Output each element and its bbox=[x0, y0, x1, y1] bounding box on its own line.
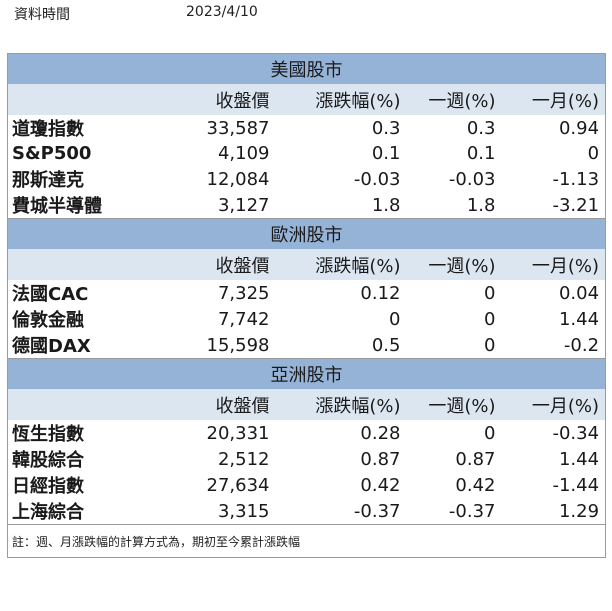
column-header-row: 收盤價 漲跌幅(%) 一週(%) 一月(%) bbox=[7, 84, 606, 115]
close-price: 15,598 bbox=[165, 332, 276, 359]
region-title: 歐洲股市 bbox=[7, 218, 606, 249]
week-pct: 1.8 bbox=[406, 192, 502, 219]
footnote-row: 註：週、月漲跌幅的計算方式為，期初至今累計漲跌幅 bbox=[7, 524, 606, 558]
week-pct: 0.42 bbox=[406, 472, 502, 498]
index-name: 費城半導體 bbox=[7, 192, 166, 219]
close-price: 20,331 bbox=[165, 420, 276, 446]
index-name: 韓股綜合 bbox=[7, 446, 166, 472]
col-header-name bbox=[7, 249, 166, 280]
table-row: 日經指數 27,634 0.42 0.42 -1.44 bbox=[7, 472, 606, 498]
week-pct: 0 bbox=[406, 420, 502, 446]
month-pct: -1.13 bbox=[501, 166, 606, 192]
week-pct: 0 bbox=[406, 280, 502, 306]
col-header-change: 漲跌幅(%) bbox=[275, 389, 407, 420]
col-header-week: 一週(%) bbox=[406, 249, 502, 280]
week-pct: 0.1 bbox=[406, 141, 502, 166]
change-pct: -0.03 bbox=[275, 166, 407, 192]
footnote: 註：週、月漲跌幅的計算方式為，期初至今累計漲跌幅 bbox=[7, 524, 606, 558]
close-price: 2,512 bbox=[165, 446, 276, 472]
data-date-value: 2023/4/10 bbox=[186, 4, 258, 20]
table-row: S&P500 4,109 0.1 0.1 0 bbox=[7, 141, 606, 166]
col-header-month: 一月(%) bbox=[501, 84, 606, 115]
table-row: 費城半導體 3,127 1.8 1.8 -3.21 bbox=[7, 192, 606, 219]
index-name: 倫敦金融 bbox=[7, 306, 166, 332]
month-pct: 0.04 bbox=[501, 280, 606, 306]
region-title: 亞洲股市 bbox=[7, 358, 606, 389]
index-name: 日經指數 bbox=[7, 472, 166, 498]
month-pct: 0.94 bbox=[501, 115, 606, 141]
index-name: 德國DAX bbox=[7, 332, 166, 359]
close-price: 12,084 bbox=[165, 166, 276, 192]
change-pct: 0.42 bbox=[275, 472, 407, 498]
close-price: 3,315 bbox=[165, 498, 276, 525]
change-pct: -0.37 bbox=[275, 498, 407, 525]
table-row: 那斯達克 12,084 -0.03 -0.03 -1.13 bbox=[7, 166, 606, 192]
change-pct: 0.5 bbox=[275, 332, 407, 359]
col-header-month: 一月(%) bbox=[501, 249, 606, 280]
month-pct: -0.34 bbox=[501, 420, 606, 446]
col-header-name bbox=[7, 389, 166, 420]
change-pct: 0.1 bbox=[275, 141, 407, 166]
change-pct: 0.28 bbox=[275, 420, 407, 446]
index-name: S&P500 bbox=[7, 141, 166, 166]
col-header-name bbox=[7, 84, 166, 115]
col-header-month: 一月(%) bbox=[501, 389, 606, 420]
month-pct: -3.21 bbox=[501, 192, 606, 219]
week-pct: -0.03 bbox=[406, 166, 502, 192]
column-header-row: 收盤價 漲跌幅(%) 一週(%) 一月(%) bbox=[7, 389, 606, 420]
week-pct: 0.3 bbox=[406, 115, 502, 141]
month-pct: 0 bbox=[501, 141, 606, 166]
col-header-close: 收盤價 bbox=[165, 84, 276, 115]
col-header-week: 一週(%) bbox=[406, 84, 502, 115]
table-row: 法國CAC 7,325 0.12 0 0.04 bbox=[7, 280, 606, 306]
close-price: 3,127 bbox=[165, 192, 276, 219]
week-pct: 0.87 bbox=[406, 446, 502, 472]
change-pct: 0.3 bbox=[275, 115, 407, 141]
table-row: 德國DAX 15,598 0.5 0 -0.2 bbox=[7, 332, 606, 359]
column-header-row: 收盤價 漲跌幅(%) 一週(%) 一月(%) bbox=[7, 249, 606, 280]
change-pct: 0 bbox=[275, 306, 407, 332]
close-price: 27,634 bbox=[165, 472, 276, 498]
region-title: 美國股市 bbox=[7, 53, 606, 84]
col-header-week: 一週(%) bbox=[406, 389, 502, 420]
col-header-close: 收盤價 bbox=[165, 389, 276, 420]
week-pct: 0 bbox=[406, 332, 502, 359]
change-pct: 1.8 bbox=[275, 192, 407, 219]
table-row: 韓股綜合 2,512 0.87 0.87 1.44 bbox=[7, 446, 606, 472]
change-pct: 0.87 bbox=[275, 446, 407, 472]
change-pct: 0.12 bbox=[275, 280, 407, 306]
close-price: 7,325 bbox=[165, 280, 276, 306]
col-header-close: 收盤價 bbox=[165, 249, 276, 280]
week-pct: -0.37 bbox=[406, 498, 502, 525]
region-header-europe: 歐洲股市 bbox=[7, 218, 606, 249]
table-row: 恆生指數 20,331 0.28 0 -0.34 bbox=[7, 420, 606, 446]
region-header-us: 美國股市 bbox=[7, 53, 606, 84]
table-row: 倫敦金融 7,742 0 0 1.44 bbox=[7, 306, 606, 332]
index-name: 恆生指數 bbox=[7, 420, 166, 446]
stock-market-table: 美國股市 收盤價 漲跌幅(%) 一週(%) 一月(%) 道瓊指數 33,587 … bbox=[7, 53, 607, 558]
data-date-label: 資料時間 bbox=[14, 7, 70, 23]
month-pct: 1.44 bbox=[501, 306, 606, 332]
table-row: 道瓊指數 33,587 0.3 0.3 0.94 bbox=[7, 115, 606, 141]
close-price: 33,587 bbox=[165, 115, 276, 141]
month-pct: -0.2 bbox=[501, 332, 606, 359]
col-header-change: 漲跌幅(%) bbox=[275, 84, 407, 115]
month-pct: 1.29 bbox=[501, 498, 606, 525]
region-header-asia: 亞洲股市 bbox=[7, 358, 606, 389]
month-pct: -1.44 bbox=[501, 472, 606, 498]
close-price: 4,109 bbox=[165, 141, 276, 166]
index-name: 法國CAC bbox=[7, 280, 166, 306]
close-price: 7,742 bbox=[165, 306, 276, 332]
table-row: 上海綜合 3,315 -0.37 -0.37 1.29 bbox=[7, 498, 606, 525]
month-pct: 1.44 bbox=[501, 446, 606, 472]
index-name: 道瓊指數 bbox=[7, 115, 166, 141]
week-pct: 0 bbox=[406, 306, 502, 332]
index-name: 那斯達克 bbox=[7, 166, 166, 192]
index-name: 上海綜合 bbox=[7, 498, 166, 525]
col-header-change: 漲跌幅(%) bbox=[275, 249, 407, 280]
data-date-info: 資料時間 2023/4/10 bbox=[14, 4, 258, 24]
